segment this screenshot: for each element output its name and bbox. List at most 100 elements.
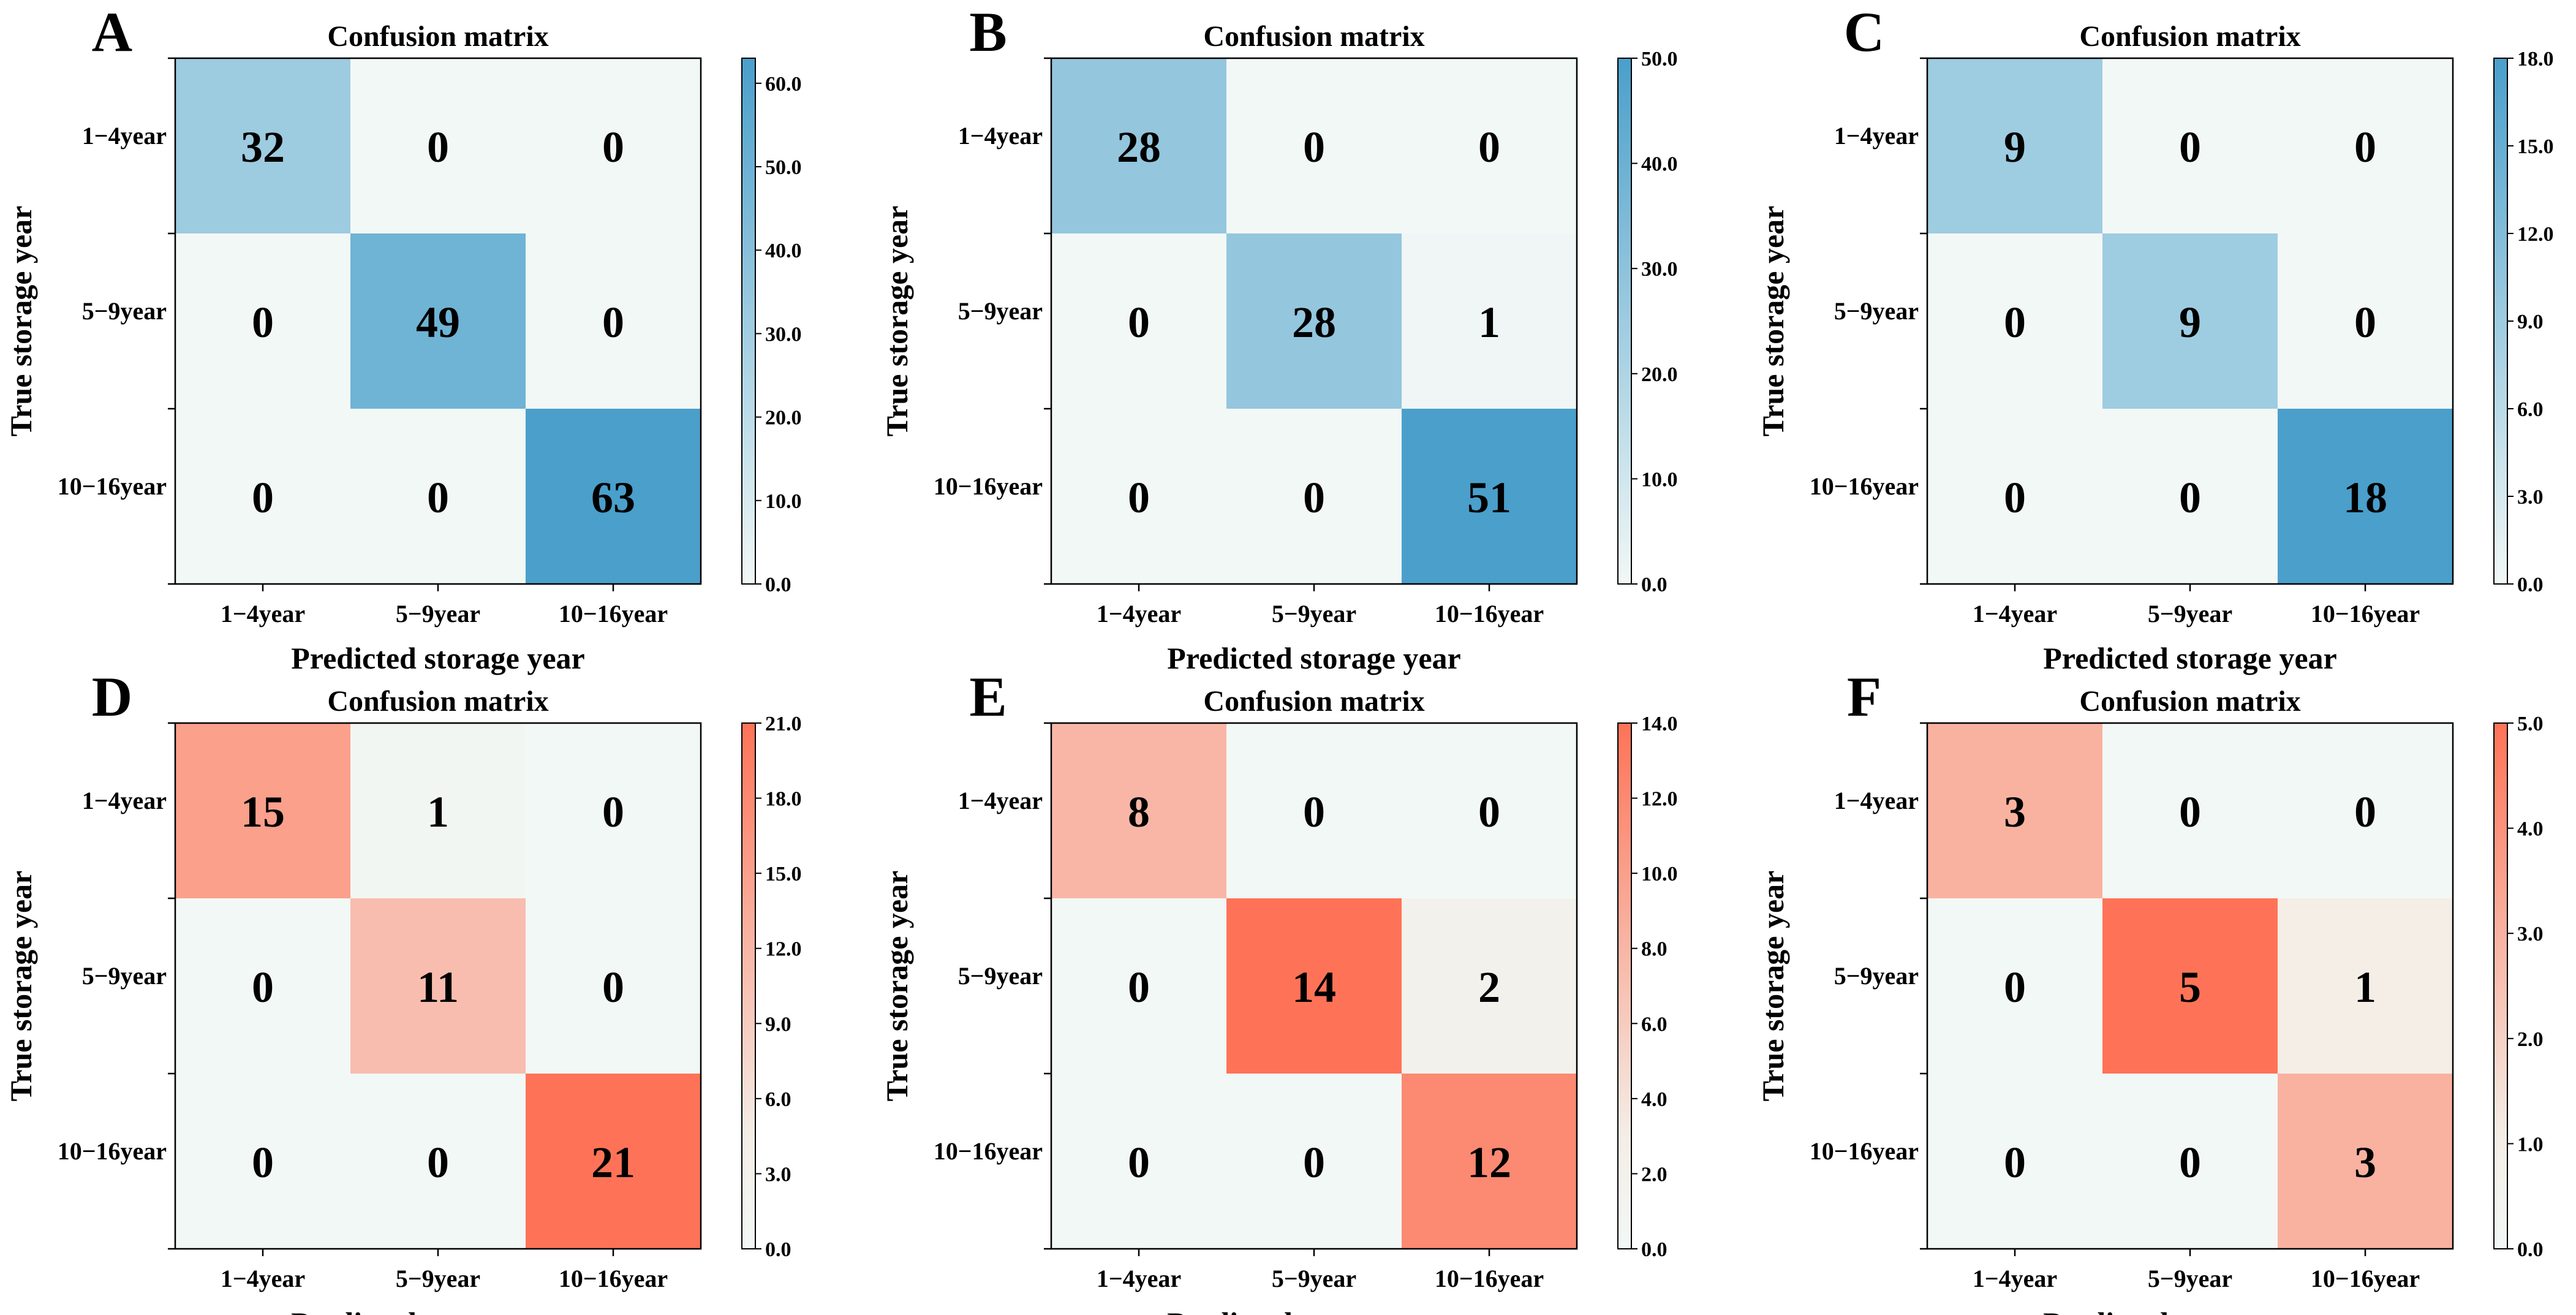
cell-value: 0 [1128,963,1150,1012]
cell-value: 0 [602,298,624,347]
panel-c: C Confusion matrix 9 0 0 0 9 0 0 0 18 1−4year 5−9yea… [1756,1,2554,675]
colorbar-tick-label: 5.0 [2517,713,2544,735]
heatmap-cell [2102,409,2278,584]
x-tick-label: 5−9year [396,600,480,627]
colorbar [741,722,756,1249]
cell-value: 0 [1303,473,1325,522]
cell-value: 0 [2179,123,2201,172]
cell-value: 51 [1467,473,1511,522]
heatmap-cell [2102,58,2278,233]
y-tick-label: 1−4year [958,787,1043,814]
colorbar-tick-label: 4.0 [2517,818,2544,841]
y-tick-label: 10−16year [58,472,167,500]
cell-value: 0 [602,787,624,836]
panel-letter: A [92,1,132,63]
y-tick-label: 1−4year [1834,122,1919,150]
heatmap-cell [1927,1074,2102,1249]
cell-value: 0 [602,963,624,1012]
cell-value: 0 [252,963,274,1012]
cell-value: 14 [1292,963,1336,1012]
cell-value: 0 [2004,963,2026,1012]
y-tick-label: 5−9year [958,297,1043,325]
heatmap-cell [1226,898,1402,1074]
heatmap-cell [1051,898,1226,1074]
y-axis-title: True storage year [4,206,38,437]
colorbar-tick-label: 0.0 [1641,1238,1668,1261]
y-axis-title: True storage year [880,871,914,1102]
heatmap-cell [1226,1074,1402,1249]
x-axis-title: Predicted storage year [1167,1306,1460,1315]
panel-b: B Confusion matrix 28 0 0 0 28 1 0 0 51 1−4year 5−9y… [880,1,1678,675]
heatmap-cell [2278,1074,2453,1249]
colorbar-tick-label: 18.0 [765,788,802,811]
heatmap-cell [2102,1074,2278,1249]
colorbar-tick-label: 50.0 [765,156,802,179]
cell-value: 3 [2354,1138,2376,1187]
panel-e: E Confusion matrix 8 0 0 0 14 2 0 0 12 1−4year 5−9ye… [880,665,1678,1315]
x-tick-label: 1−4year [1097,1265,1181,1292]
heatmap-cell [1051,409,1226,584]
cell-value: 28 [1292,298,1336,347]
colorbar-tick-label: 6.0 [1641,1013,1668,1036]
heatmap-cell [1927,409,2102,584]
colorbar-tick-label: 20.0 [1641,363,1678,386]
colorbar-tick-label: 12.0 [765,938,802,961]
cell-value: 0 [252,473,274,522]
x-tick-label: 1−4year [221,1265,305,1292]
chart-title: Confusion matrix [327,685,548,718]
heatmap-cell [1402,1074,1577,1249]
cell-value: 0 [1128,1138,1150,1187]
cell-value: 8 [1128,787,1150,836]
x-axis-title: Predicted storage year [291,641,584,675]
heatmap-cell [2278,723,2453,898]
colorbar-tick-label: 15.0 [2517,135,2554,158]
cell-value: 0 [1303,787,1325,836]
colorbar-tick-label: 40.0 [765,240,802,262]
y-tick-label: 1−4year [1834,787,1919,814]
cell-value: 0 [252,1138,274,1187]
cell-value: 28 [1117,123,1161,172]
colorbar-tick-label: 0.0 [765,1238,791,1261]
colorbar-tick-label: 21.0 [765,713,802,735]
colorbar-tick-label: 12.0 [2517,223,2554,246]
cell-value: 1 [2354,963,2376,1012]
heatmap-cell [2102,233,2278,409]
colorbar [1617,722,1632,1249]
cell-value: 0 [2354,123,2376,172]
x-tick-label: 1−4year [1973,600,2057,627]
heatmap-cell [2278,409,2453,584]
cell-value: 63 [591,473,635,522]
cell-value: 11 [417,963,459,1012]
colorbar-tick-label: 6.0 [2517,398,2544,421]
cell-value: 0 [427,1138,449,1187]
heatmap-cell [1226,409,1402,584]
colorbar-tick-label: 3.0 [2517,923,2544,946]
heatmap-cell [350,1074,526,1249]
colorbar-tick-label: 10.0 [1641,863,1678,885]
cell-value: 21 [591,1138,635,1187]
x-axis-title: Predicted storage year [2043,641,2336,675]
colorbar-tick-label: 1.0 [2517,1133,2544,1156]
cell-value: 5 [2179,963,2201,1012]
x-tick-label: 10−16year [559,600,668,627]
heatmap-cell [1402,898,1577,1074]
heatmap-cell [2278,898,2453,1074]
y-axis-title: True storage year [880,206,914,437]
heatmap-cell [1226,58,1402,233]
heatmap-cell [526,233,701,409]
y-tick-label: 5−9year [1834,962,1919,990]
cell-value: 0 [1303,1138,1325,1187]
heatmap-cell [1402,233,1577,409]
heatmap-cell [526,58,701,233]
colorbar-tick-label: 30.0 [765,323,802,346]
cell-value: 0 [2354,298,2376,347]
x-tick-label: 1−4year [221,600,305,627]
panel-letter: B [969,1,1007,63]
heatmap-cell [1927,898,2102,1074]
heatmap-cell [1051,58,1226,233]
heatmap-cell [526,898,701,1074]
cell-value: 0 [427,473,449,522]
y-tick-label: 5−9year [82,297,167,325]
